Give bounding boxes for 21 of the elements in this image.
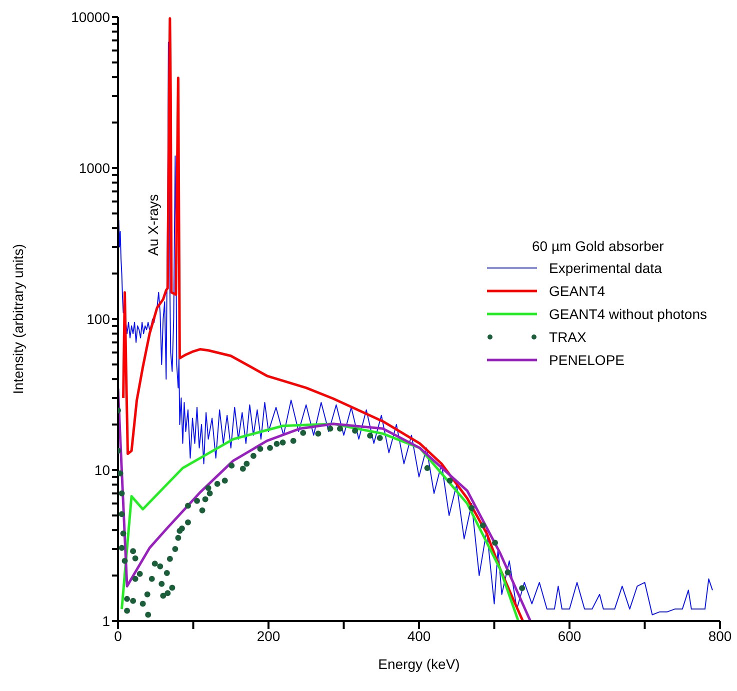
y-tick-label: 10000 [71, 8, 110, 25]
x-tick-label: 400 [407, 628, 431, 644]
line-series [118, 42, 713, 616]
x-axis-title: Energy (keV) [378, 656, 460, 672]
y-tick-label: 1000 [78, 160, 110, 176]
line-series [122, 17, 524, 621]
y-tick-label: 100 [86, 310, 110, 327]
legend-title: 60 µm Gold absorber [532, 238, 665, 254]
legend-label: GEANT4 [549, 282, 606, 298]
y-axis-title: Intensity (arbitrary units) [10, 244, 26, 394]
x-tick-label: 200 [256, 628, 280, 644]
x-tick-label: 800 [708, 628, 732, 644]
y-tick-label: 10 [94, 462, 110, 478]
legend-label: PENELOPE [549, 352, 624, 368]
annotation: Au X-rays [145, 194, 161, 256]
legend-label: TRAX [549, 328, 586, 344]
x-tick-label: 0 [114, 628, 122, 644]
x-tick-label: 600 [558, 628, 582, 644]
legend-label: GEANT4 without photons [549, 306, 707, 322]
legend-label: Experimental data [549, 260, 662, 276]
y-tick-label: 1 [102, 612, 110, 629]
